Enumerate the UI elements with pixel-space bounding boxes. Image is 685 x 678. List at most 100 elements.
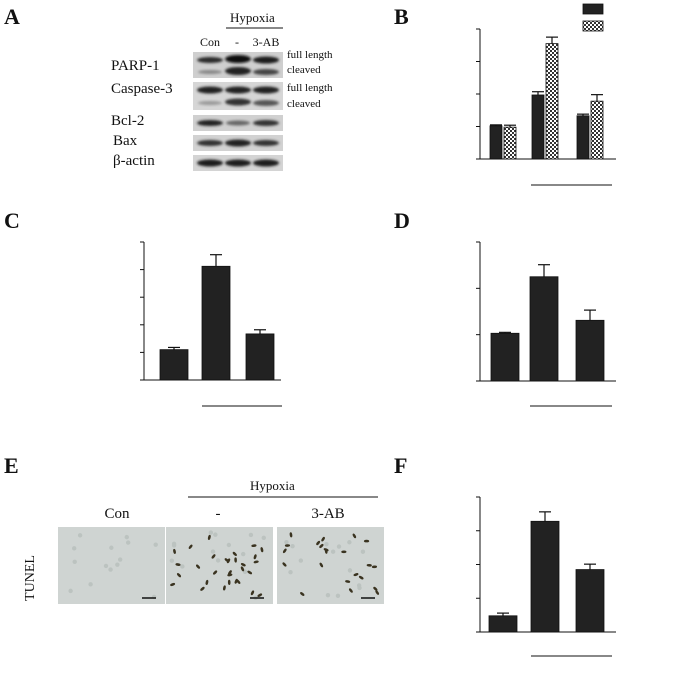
background-nucleus: [335, 593, 341, 598]
tunel-positive-nucleus: [251, 544, 257, 547]
tunel-micrographs: [58, 527, 384, 604]
background-nucleus: [103, 563, 109, 569]
tunel-positive-nucleus: [232, 551, 237, 556]
background-nucleus: [124, 534, 129, 540]
tunel-positive-nucleus: [319, 543, 324, 548]
bar-d: [529, 276, 559, 382]
tunel-positive-nucleus: [173, 548, 176, 554]
bar-f: [575, 569, 605, 633]
tunel-positive-nucleus: [205, 579, 209, 586]
tunel-positive-nucleus: [175, 563, 181, 566]
bar-d: [575, 319, 605, 382]
background-nucleus: [72, 559, 77, 564]
protein-parp1: PARP-1: [111, 58, 160, 74]
tunel-positive-nucleus: [363, 539, 370, 543]
tunel-positive-nucleus: [188, 544, 193, 549]
tunel-positive-nucleus: [226, 558, 231, 564]
background-nucleus: [336, 544, 342, 549]
background-nucleus: [226, 542, 232, 548]
tunel-positive-nucleus: [207, 534, 211, 540]
background-nucleus: [290, 543, 295, 549]
tunel-positive-nucleus: [321, 536, 325, 542]
panel-letter-c: C: [4, 208, 20, 233]
background-nucleus: [288, 570, 293, 575]
background-nucleus: [115, 562, 120, 567]
band-label-parp-cleaved: cleaved: [287, 64, 321, 76]
tunel-positive-nucleus: [289, 532, 293, 538]
panel-letter-f: F: [394, 453, 407, 478]
background-nucleus: [109, 545, 114, 550]
tunel-positive-nucleus: [196, 564, 201, 569]
panel-letter-d: D: [394, 208, 410, 233]
protein-bcl2: Bcl-2: [111, 113, 144, 129]
tunel-positive-nucleus: [352, 533, 357, 539]
tunel-positive-nucleus: [228, 570, 232, 575]
tunel-col-3ab: 3-AB: [311, 506, 344, 522]
tunel-positive-nucleus: [223, 585, 226, 591]
bar-b: [503, 126, 517, 160]
background-nucleus: [298, 558, 304, 563]
tunel-positive-nucleus: [345, 580, 351, 583]
blot-condition-header: Hypoxia: [230, 10, 275, 25]
background-nucleus: [108, 567, 113, 572]
bar-b: [531, 94, 545, 160]
background-nucleus: [180, 564, 185, 569]
bar-c: [159, 349, 189, 381]
background-nucleus: [347, 540, 352, 545]
bar-f: [488, 615, 518, 633]
chart-c: [140, 241, 282, 407]
legend-swatch-b: [582, 3, 604, 15]
background-nucleus: [213, 532, 218, 537]
band-label-parp-full: full length: [287, 49, 333, 61]
chart-b: [476, 3, 616, 186]
tunel-positive-nucleus: [319, 562, 324, 568]
tunel-positive-nucleus: [234, 557, 237, 563]
blot-lane-3ab: 3-AB: [253, 35, 280, 49]
background-nucleus: [261, 535, 266, 541]
tunel-positive-nucleus: [247, 570, 253, 575]
background-nucleus: [169, 558, 175, 563]
background-nucleus: [356, 583, 362, 588]
tunel-positive-nucleus: [353, 573, 359, 577]
tunel-positive-nucleus: [177, 573, 181, 578]
panel-e: E Hypoxia Con - 3-AB TUNEL: [4, 453, 384, 604]
background-nucleus: [360, 549, 366, 554]
tunel-positive-nucleus: [349, 588, 353, 593]
tunel-positive-nucleus: [366, 564, 372, 567]
background-nucleus: [248, 532, 254, 538]
legend-swatch-b: [582, 20, 604, 32]
background-nucleus: [153, 542, 158, 547]
band-label-casp-cleaved: cleaved: [287, 98, 321, 110]
panel-letter-e: E: [4, 453, 19, 478]
background-nucleus: [325, 592, 331, 598]
tunel-positive-nucleus: [283, 548, 287, 554]
tunel-row-label: TUNEL: [23, 555, 38, 601]
panel-letter-a: A: [4, 4, 20, 29]
tunel-positive-nucleus: [170, 583, 176, 587]
tunel-positive-nucleus: [371, 565, 378, 569]
tunel-positive-nucleus: [253, 554, 257, 560]
tunel-positive-nucleus: [253, 560, 259, 564]
tunel-positive-nucleus: [373, 586, 378, 591]
background-nucleus: [284, 539, 289, 545]
chart-d: [476, 241, 616, 407]
band-label-casp-full: full length: [287, 82, 333, 94]
background-nucleus: [210, 549, 216, 554]
tunel-positive-nucleus: [300, 592, 305, 596]
micrograph-panel: [58, 527, 165, 604]
protein-bax: Bax: [113, 133, 138, 149]
blot-image: [193, 52, 283, 171]
tunel-positive-nucleus: [341, 550, 347, 554]
tunel-positive-nucleus: [324, 548, 328, 554]
tunel-col-con: Con: [104, 506, 130, 522]
background-nucleus: [215, 558, 221, 563]
tunel-positive-nucleus: [375, 590, 379, 595]
tunel-positive-nucleus: [200, 586, 205, 591]
tunel-positive-nucleus: [250, 590, 255, 596]
tunel-positive-nucleus: [257, 593, 263, 597]
blot-lane-hypoxia: -: [235, 35, 239, 49]
tunel-positive-nucleus: [282, 562, 287, 567]
tunel-positive-nucleus: [211, 554, 216, 559]
background-nucleus: [171, 543, 177, 548]
